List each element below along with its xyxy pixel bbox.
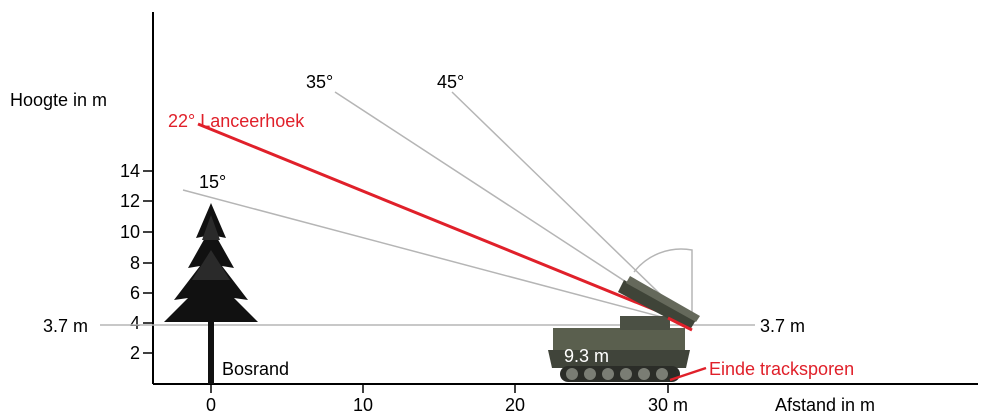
y-tick-label: 4 xyxy=(130,313,140,333)
launcher-vehicle-icon xyxy=(548,276,700,382)
reference-left-label: 3.7 m xyxy=(43,316,88,336)
angle-label-45: 45° xyxy=(437,72,464,92)
x-axis-label: Afstand in m xyxy=(775,395,875,415)
reference-right-label: 3.7 m xyxy=(760,316,805,336)
launch-angle-line xyxy=(197,122,693,327)
x-tick-marks xyxy=(210,384,669,393)
tree-icon xyxy=(164,203,258,384)
y-tick-label: 14 xyxy=(120,161,140,181)
y-tick-marks xyxy=(143,170,153,354)
x-tick-label: 30 m xyxy=(648,395,688,415)
y-tick-label: 12 xyxy=(120,191,140,211)
angle-label-15: 15° xyxy=(199,172,226,192)
y-tick-label: 8 xyxy=(130,253,140,273)
tree-label: Bosrand xyxy=(222,359,289,379)
track-end-label: Einde tracksporen xyxy=(709,359,854,379)
launch-angle-label: 22° Lanceerhoek xyxy=(168,111,305,131)
track-end-pointer xyxy=(669,366,707,382)
y-tick-label: 2 xyxy=(130,343,140,363)
x-tick-label: 10 xyxy=(353,395,373,415)
angle-line-45 xyxy=(451,91,693,326)
x-tick-label: 20 xyxy=(505,395,525,415)
y-tick-label: 6 xyxy=(130,283,140,303)
angle-label-35: 35° xyxy=(306,72,333,92)
angle-line-15 xyxy=(182,189,693,326)
vehicle-length-label: 9.3 m xyxy=(564,346,609,366)
y-axis-label: Hoogte in m xyxy=(10,90,107,110)
x-tick-label: 0 xyxy=(206,395,216,415)
y-tick-label: 10 xyxy=(120,222,140,242)
angle-arc xyxy=(633,248,693,325)
